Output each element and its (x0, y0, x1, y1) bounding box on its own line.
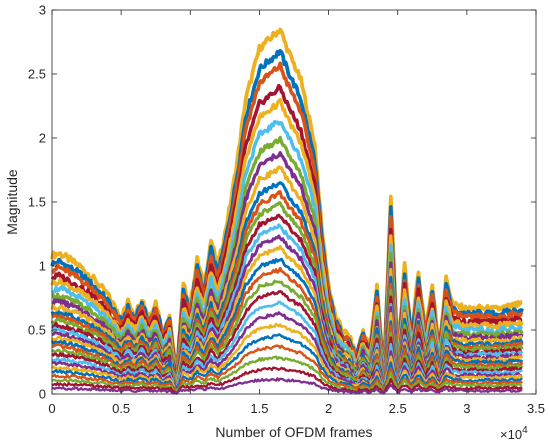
x-axis-label: Number of OFDM frames (215, 424, 372, 440)
y-tick-label: 1 (39, 259, 46, 274)
series-line-24 (51, 333, 523, 394)
y-tick-label: 1.5 (28, 195, 46, 210)
x-tick-label: 1 (187, 401, 194, 416)
y-tick-label: 3 (39, 3, 46, 18)
x-tick-label: 0 (48, 401, 55, 416)
x-axis-exponent-power: 4 (522, 425, 528, 436)
x-tick-label: 2 (325, 401, 332, 416)
series-layer (50, 27, 524, 395)
x-tick-label: 1.5 (250, 401, 268, 416)
y-axis-label: Magnitude (4, 169, 20, 235)
y-tick-label: 0.5 (28, 323, 46, 338)
x-axis-exponent-base: ×10 (500, 427, 522, 442)
series-line-27 (51, 366, 523, 394)
y-axis: 0 0.5 1 1.5 2 2.5 3 (28, 3, 536, 402)
x-tick-label: 3.5 (527, 401, 545, 416)
y-tick-label: 2 (39, 131, 46, 146)
x-axis-exponent: ×104 (500, 425, 528, 442)
x-tick-label: 2.5 (389, 401, 407, 416)
series-line-26 (51, 355, 523, 395)
x-axis: 0 0.5 1 1.5 2 2.5 3 3.5 (48, 10, 545, 416)
series-line-28 (51, 377, 523, 395)
x-tick-label: 0.5 (112, 401, 130, 416)
y-tick-label: 2.5 (28, 67, 46, 82)
series-line-23 (50, 322, 524, 393)
y-tick-label: 0 (39, 387, 46, 402)
x-tick-label: 3 (463, 401, 470, 416)
series-line-22 (51, 311, 523, 391)
